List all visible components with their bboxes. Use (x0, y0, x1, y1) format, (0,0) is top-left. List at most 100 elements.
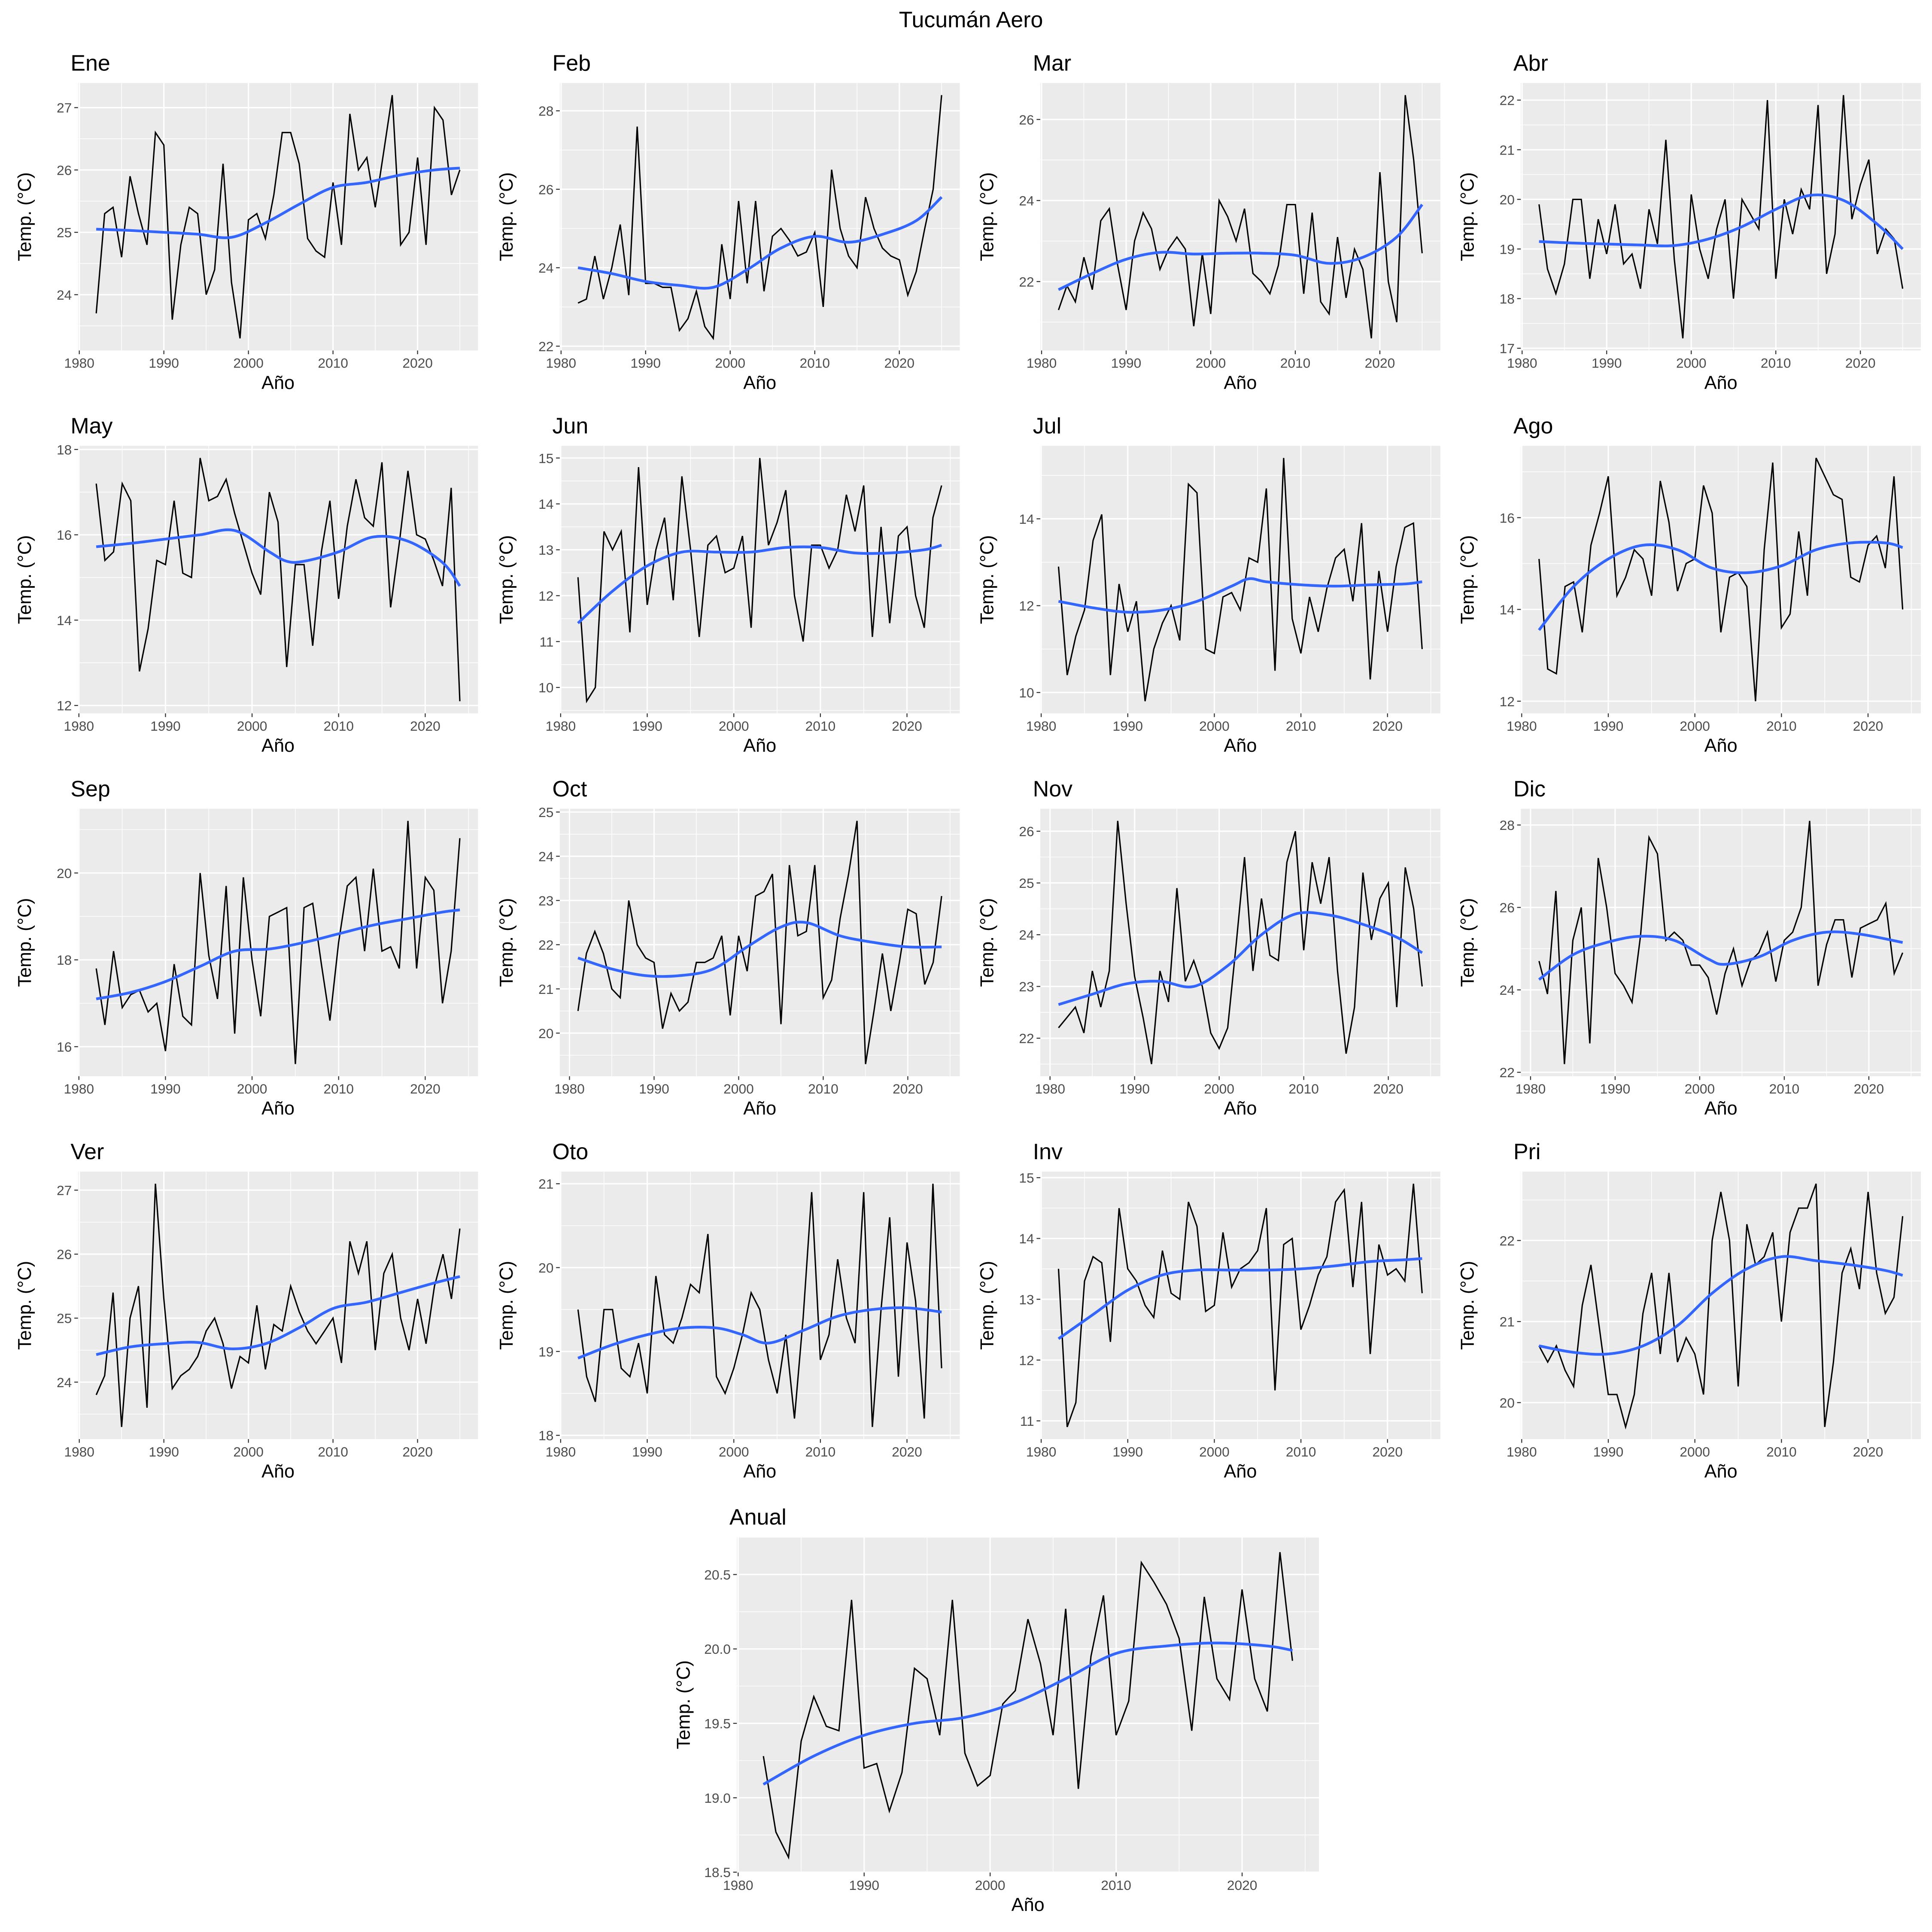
panel-title: Ene (70, 51, 110, 76)
x-tick-label: 2010 (323, 718, 354, 734)
x-tick-label: 2020 (1373, 1444, 1403, 1459)
x-tick-label: 2020 (1373, 1081, 1403, 1097)
y-tick-label: 12 (1019, 1352, 1034, 1368)
x-tick-label: 1990 (1600, 1081, 1631, 1097)
temperature-series-line (577, 95, 942, 340)
y-tick-label: 19.0 (704, 1790, 731, 1806)
panel-anual: 1980 1990 2000 2010 2020 18.5 19.0 19.5 20.0 20.5… (674, 1505, 1319, 1915)
y-tick-label: 21 (1500, 1314, 1515, 1330)
y-tick-label: 24 (57, 287, 72, 303)
panel-title: Dic (1513, 777, 1546, 802)
x-tick-label: 1980 (1026, 1444, 1057, 1459)
x-tick-label: 1980 (1507, 1444, 1537, 1459)
temperature-series-line (1057, 458, 1423, 702)
smooth-trend-line (1538, 930, 1903, 981)
x-tick-label: 2000 (1680, 1444, 1710, 1459)
y-axis-label: Temp. (°C) (496, 535, 517, 624)
x-tick-label: 1990 (632, 1444, 662, 1459)
x-tick-label: 2010 (1769, 1081, 1800, 1097)
smooth-trend-line (1058, 577, 1422, 614)
plot-background (737, 1537, 1319, 1873)
x-tick-label: 1980 (64, 1444, 94, 1459)
x-tick-label: 2010 (1286, 718, 1316, 734)
y-tick-label: 20 (1500, 192, 1515, 207)
x-axis-label: Año (1704, 1098, 1738, 1119)
panel-dic: 1980 1990 2000 2010 2020 22 24 26 28 Dic Año Temp. … (1458, 777, 1921, 1119)
panel-jul: 1980 1990 2000 2010 2020 10 12 14 Jul Año Temp. (°… (977, 414, 1440, 756)
y-tick-label: 12 (57, 698, 72, 714)
x-axis-label: Año (743, 1098, 776, 1119)
y-tick-label: 19.5 (704, 1716, 731, 1732)
smooth-trend-line (1538, 541, 1903, 631)
smooth-trend-line (577, 196, 943, 290)
y-tick-label: 24 (538, 849, 553, 864)
x-tick-label: 1990 (1592, 355, 1622, 371)
x-tick-label: 2020 (402, 1444, 433, 1459)
x-axis-label: Año (261, 1098, 295, 1119)
y-tick-label: 23 (538, 893, 553, 908)
x-tick-label: 1990 (1593, 718, 1624, 734)
x-axis-label: Año (743, 373, 776, 393)
x-tick-label: 2000 (1680, 718, 1710, 734)
y-tick-label: 20 (57, 866, 72, 881)
x-tick-label: 2020 (1227, 1877, 1258, 1893)
panel-title: Sep (70, 777, 110, 802)
y-axis-label: Temp. (°C) (15, 898, 35, 987)
x-tick-label: 1980 (64, 718, 94, 734)
x-axis-label: Año (1704, 1461, 1738, 1482)
plot-background (1040, 446, 1440, 714)
y-axis-label: Temp. (°C) (977, 1261, 997, 1350)
y-tick-label: 21 (538, 1176, 553, 1192)
x-tick-label: 1980 (1507, 718, 1537, 734)
smooth-trend-line (1058, 911, 1423, 1006)
y-tick-label: 26 (538, 182, 553, 197)
x-tick-label: 1990 (1119, 1081, 1150, 1097)
temperature-series-line (1538, 458, 1904, 702)
y-axis-label: Temp. (°C) (496, 1261, 517, 1350)
x-axis-label: Año (1224, 1098, 1257, 1119)
y-axis-label: Temp. (°C) (496, 898, 517, 987)
plot-background (1521, 1171, 1921, 1439)
smooth-trend-line (1539, 193, 1904, 250)
x-axis-label: Año (743, 1461, 776, 1482)
x-tick-label: 1980 (546, 355, 577, 371)
x-tick-label: 1980 (1026, 718, 1057, 734)
x-tick-label: 2000 (233, 1444, 264, 1459)
temperature-series-line (95, 820, 461, 1064)
y-axis-label: Temp. (°C) (1458, 535, 1478, 624)
x-tick-label: 1980 (1035, 1081, 1065, 1097)
x-tick-label: 2020 (402, 355, 433, 371)
x-tick-label: 2020 (1854, 1081, 1884, 1097)
x-tick-label: 2020 (410, 1081, 440, 1097)
x-tick-label: 2000 (723, 1081, 754, 1097)
x-tick-label: 2000 (715, 355, 745, 371)
x-axis-label: Año (261, 1461, 295, 1482)
temperature-series-line (95, 95, 461, 339)
x-tick-label: 2000 (1676, 355, 1707, 371)
temperature-series-line (95, 1183, 461, 1427)
x-tick-label: 1980 (1516, 1081, 1546, 1097)
temperature-series-line (762, 1552, 1293, 1860)
x-axis-label: Año (1704, 735, 1738, 756)
y-axis-label: Temp. (°C) (1458, 1261, 1478, 1350)
plot-background (1040, 1171, 1440, 1439)
panel-title: May (70, 414, 112, 439)
y-tick-label: 15 (1019, 1170, 1034, 1186)
panel-title: Oto (553, 1139, 589, 1164)
y-tick-label: 14 (1500, 602, 1515, 617)
plot-background (78, 808, 478, 1076)
panel-title: Pri (1513, 1139, 1540, 1164)
panel-title: Oct (553, 777, 587, 802)
x-tick-label: 2000 (975, 1877, 1005, 1893)
panel-oct: 1980 1990 2000 2010 2020202122232425OctAñoTe… (496, 777, 960, 1119)
plot-background (559, 83, 960, 351)
y-tick-label: 15 (538, 450, 553, 466)
x-tick-label: 2010 (805, 1444, 836, 1459)
x-tick-label: 2000 (719, 718, 749, 734)
y-tick-label: 20 (538, 1260, 553, 1276)
panel-title: Ago (1513, 414, 1553, 439)
panel-title: Jun (553, 414, 589, 439)
y-tick-label: 25 (1019, 875, 1034, 891)
y-tick-label: 18 (57, 952, 72, 968)
